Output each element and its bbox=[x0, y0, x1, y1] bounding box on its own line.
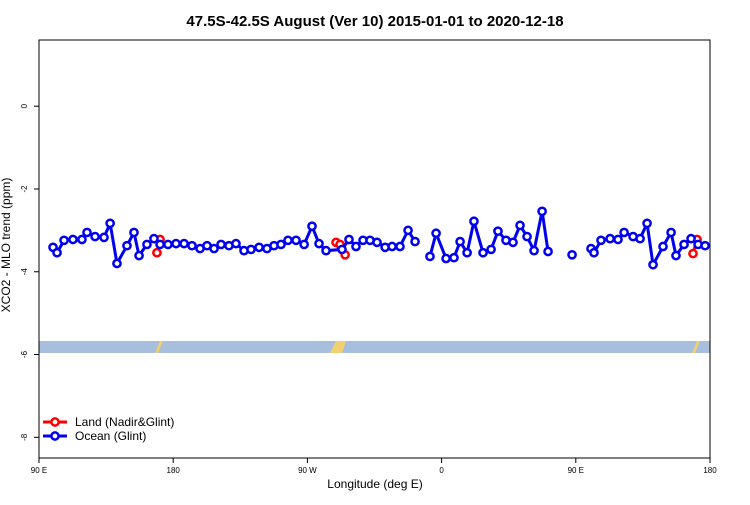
data-point bbox=[679, 239, 689, 250]
data-point bbox=[508, 237, 518, 248]
legend-marker bbox=[50, 417, 60, 427]
plot-area bbox=[48, 206, 710, 270]
data-point bbox=[105, 218, 115, 229]
data-point bbox=[351, 241, 361, 252]
data-point bbox=[700, 240, 710, 251]
data-point bbox=[613, 234, 623, 245]
data-point bbox=[209, 243, 219, 254]
land-patch bbox=[155, 341, 163, 353]
y-tick-label: -4 bbox=[20, 268, 29, 276]
x-tick-label: 90 W bbox=[298, 466, 317, 475]
y-axis-label: XCO2 - MLO trend (ppm) bbox=[0, 178, 13, 313]
data-point bbox=[522, 231, 532, 242]
data-point bbox=[486, 244, 496, 255]
x-tick-label: 180 bbox=[703, 466, 717, 475]
x-axis-label: Longitude (deg E) bbox=[327, 477, 422, 491]
data-point bbox=[648, 259, 658, 270]
data-point bbox=[299, 239, 309, 250]
x-tick-label: 0 bbox=[439, 466, 444, 475]
data-point bbox=[149, 233, 159, 244]
legend-marker bbox=[50, 431, 60, 441]
y-tick-label: -2 bbox=[20, 185, 29, 193]
legend-label: Land (Nadir&Glint) bbox=[75, 415, 174, 429]
data-point bbox=[372, 237, 382, 248]
y-tick-label: -6 bbox=[20, 350, 29, 358]
land-patch bbox=[330, 341, 346, 353]
legend-label: Ocean (Glint) bbox=[75, 429, 146, 443]
data-point bbox=[276, 239, 286, 250]
data-point bbox=[441, 253, 451, 264]
data-point bbox=[216, 239, 226, 250]
data-point bbox=[152, 247, 162, 258]
data-point bbox=[231, 238, 241, 249]
data-point bbox=[129, 227, 139, 238]
legend: Land (Nadir&Glint)Ocean (Glint) bbox=[43, 415, 174, 443]
data-point bbox=[403, 225, 413, 236]
x-tick-label: 90 E bbox=[31, 466, 47, 475]
data-point bbox=[462, 247, 472, 258]
data-point bbox=[291, 235, 301, 246]
data-point bbox=[469, 216, 479, 227]
data-point bbox=[686, 233, 696, 244]
data-point bbox=[425, 251, 435, 262]
data-point bbox=[52, 247, 62, 258]
plot-frame bbox=[38, 39, 711, 459]
data-point bbox=[68, 234, 78, 245]
data-point bbox=[163, 239, 173, 250]
data-point bbox=[596, 235, 606, 246]
data-point bbox=[567, 249, 577, 260]
data-point bbox=[90, 231, 100, 242]
data-point bbox=[122, 240, 132, 251]
land-patch bbox=[692, 341, 700, 353]
chart-title: 47.5S-42.5S August (Ver 10) 2015-01-01 t… bbox=[186, 13, 563, 30]
data-point bbox=[142, 239, 152, 250]
data-point bbox=[344, 234, 354, 245]
data-point bbox=[635, 233, 645, 244]
data-point bbox=[666, 227, 676, 238]
data-point bbox=[537, 206, 547, 217]
data-point bbox=[529, 245, 539, 256]
data-point bbox=[605, 233, 615, 244]
data-point bbox=[478, 247, 488, 258]
data-point bbox=[314, 238, 324, 249]
data-point bbox=[77, 234, 87, 245]
data-point bbox=[619, 227, 629, 238]
data-point bbox=[283, 235, 293, 246]
data-point bbox=[82, 227, 92, 238]
ocean-strip bbox=[39, 341, 710, 353]
data-point bbox=[307, 221, 317, 232]
map-strip bbox=[39, 341, 710, 353]
data-point bbox=[99, 232, 109, 243]
data-point bbox=[337, 244, 347, 255]
data-point bbox=[134, 250, 144, 261]
data-point bbox=[493, 226, 503, 237]
data-point bbox=[254, 242, 264, 253]
data-point bbox=[431, 228, 441, 239]
data-point bbox=[642, 218, 652, 229]
data-point bbox=[455, 236, 465, 247]
x-tick-label: 180 bbox=[167, 466, 181, 475]
data-point bbox=[589, 247, 599, 258]
data-point bbox=[543, 246, 553, 257]
data-point bbox=[671, 250, 681, 261]
data-point bbox=[449, 252, 459, 263]
y-tick-label: -8 bbox=[20, 433, 29, 441]
data-point bbox=[246, 244, 256, 255]
data-point bbox=[321, 245, 331, 256]
data-point bbox=[688, 248, 698, 259]
data-point bbox=[112, 258, 122, 269]
data-point bbox=[59, 235, 69, 246]
data-point bbox=[171, 238, 181, 249]
data-point bbox=[179, 238, 189, 249]
data-point bbox=[387, 241, 397, 252]
data-point bbox=[515, 220, 525, 231]
data-point bbox=[155, 239, 165, 250]
x-tick-label: 90 E bbox=[568, 466, 584, 475]
data-point bbox=[410, 236, 420, 247]
data-point bbox=[187, 240, 197, 251]
y-tick-label: 0 bbox=[20, 103, 29, 108]
data-point bbox=[658, 241, 668, 252]
data-point bbox=[395, 241, 405, 252]
